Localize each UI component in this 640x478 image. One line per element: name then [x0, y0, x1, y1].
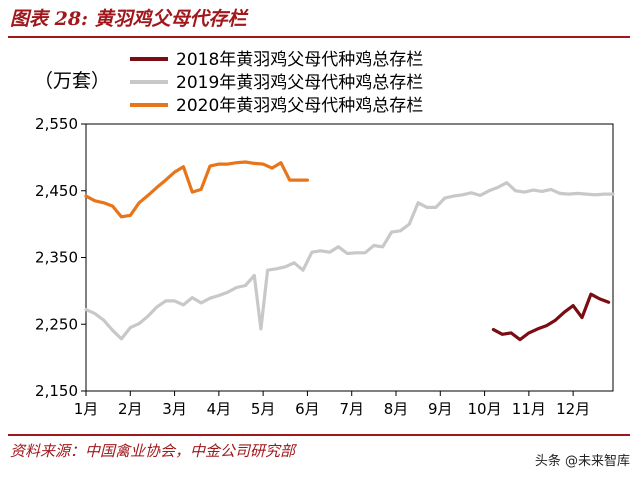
x-tick-label: 3月 — [162, 400, 187, 418]
title-divider — [8, 36, 630, 38]
y-axis-unit-label: （万套） — [34, 70, 111, 92]
legend-label: 2019年黄羽鸡父母代种鸡总存栏 — [176, 73, 423, 93]
x-tick-label: 10月 — [468, 400, 502, 418]
chart-title: 图表 28: 黄羽鸡父母代存栏 — [10, 8, 247, 30]
y-tick-label: 2,450 — [35, 182, 78, 200]
x-tick-label: 9月 — [428, 400, 453, 418]
series-line-2 — [84, 181, 615, 341]
legend-label: 2018年黄羽鸡父母代种鸡总存栏 — [176, 50, 423, 70]
source-divider — [8, 434, 630, 436]
x-tick-label: 4月 — [207, 400, 232, 418]
source-note: 资料来源：中国禽业协会，中金公司研究部 — [10, 442, 296, 460]
plot-frame — [85, 123, 614, 392]
x-tick-label: 8月 — [384, 400, 409, 418]
x-tick-label: 5月 — [251, 400, 276, 418]
x-tick-label: 11月 — [512, 400, 546, 418]
x-tick-label: 6月 — [295, 400, 320, 418]
x-tick-label: 1月 — [74, 400, 99, 418]
legend: 2018年黄羽鸡父母代种鸡总存栏 2019年黄羽鸡父母代种鸡总存栏 2020年黄羽鸡… — [130, 50, 423, 116]
series-lines — [84, 160, 615, 342]
series-line-3 — [84, 160, 309, 219]
series-line-1 — [491, 292, 611, 342]
x-tick-label: 2月 — [118, 400, 143, 418]
watermark: 头条 @未来智库 — [534, 454, 630, 469]
y-tick-label: 2,250 — [35, 315, 78, 333]
legend-label: 2020年黄羽鸡父母代种鸡总存栏 — [176, 96, 423, 116]
x-tick-label: 12月 — [556, 400, 590, 418]
x-tick-label: 7月 — [339, 400, 364, 418]
y-tick-label: 2,350 — [35, 249, 78, 267]
y-tick-label: 2,550 — [35, 115, 78, 133]
y-tick-label: 2,150 — [35, 382, 78, 400]
axes — [81, 123, 614, 396]
tick-labels: 2,150 2,250 2,350 2,450 2,550 1月 2月 3月 4月 5月 6月 7月 8… — [35, 115, 590, 418]
